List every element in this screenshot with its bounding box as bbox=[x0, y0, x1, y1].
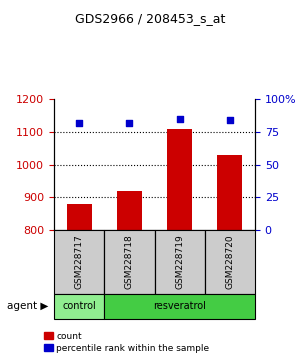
FancyBboxPatch shape bbox=[205, 230, 255, 294]
Point bbox=[177, 116, 182, 122]
Bar bbox=[117, 191, 142, 230]
Legend: count, percentile rank within the sample: count, percentile rank within the sample bbox=[44, 332, 209, 353]
Bar bbox=[67, 204, 92, 230]
Point bbox=[77, 120, 82, 126]
Point bbox=[127, 120, 132, 126]
FancyBboxPatch shape bbox=[54, 294, 104, 319]
Text: agent ▶: agent ▶ bbox=[7, 301, 48, 311]
Text: GSM228717: GSM228717 bbox=[75, 235, 84, 289]
FancyBboxPatch shape bbox=[104, 230, 154, 294]
Text: GSM228718: GSM228718 bbox=[125, 235, 134, 289]
Bar bbox=[167, 129, 192, 230]
Text: resveratrol: resveratrol bbox=[153, 301, 206, 311]
Point bbox=[227, 117, 232, 123]
Text: control: control bbox=[62, 301, 96, 311]
FancyBboxPatch shape bbox=[154, 230, 205, 294]
FancyBboxPatch shape bbox=[104, 294, 255, 319]
FancyBboxPatch shape bbox=[54, 230, 104, 294]
Text: GSM228720: GSM228720 bbox=[225, 235, 234, 289]
Text: GDS2966 / 208453_s_at: GDS2966 / 208453_s_at bbox=[75, 12, 225, 25]
Bar bbox=[217, 155, 242, 230]
Text: GSM228719: GSM228719 bbox=[175, 235, 184, 289]
